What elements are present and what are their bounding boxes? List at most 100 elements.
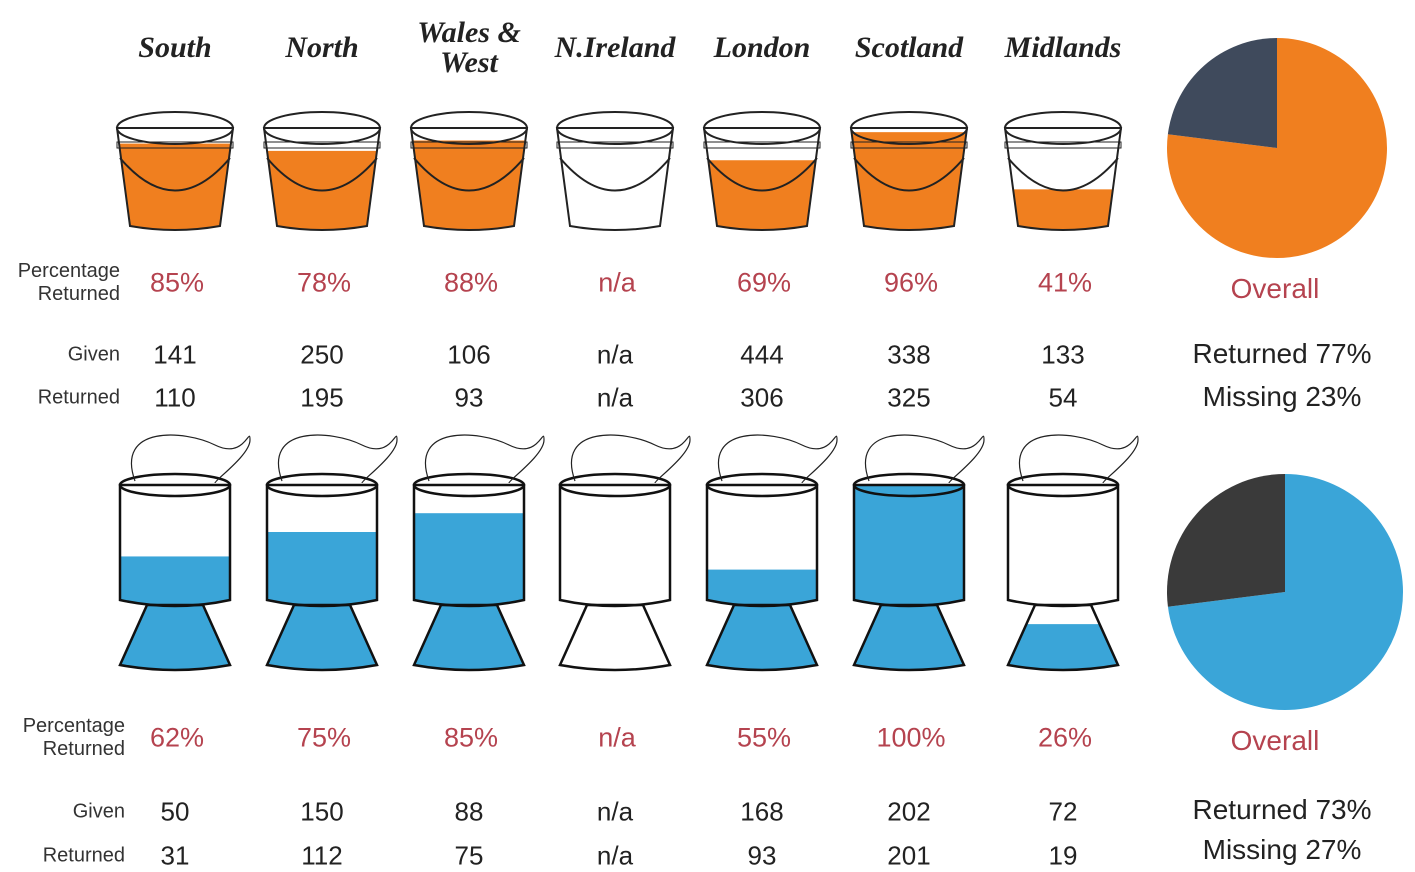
given-value: 250 xyxy=(300,339,344,370)
region-name: North xyxy=(285,31,359,64)
series-value: 77% xyxy=(1315,338,1372,369)
percent-label: n/a xyxy=(598,267,636,298)
tin-fill xyxy=(1008,624,1118,670)
tin-base xyxy=(265,603,379,672)
returned-value: 54 xyxy=(1048,382,1078,413)
tin-base xyxy=(1006,603,1120,672)
bucket-outline xyxy=(1003,127,1123,231)
tin-fill xyxy=(414,513,524,670)
row-label: Given xyxy=(67,343,120,366)
returned-value: 195 xyxy=(300,382,344,413)
tin-base xyxy=(558,603,672,672)
bucket-outline xyxy=(115,127,235,231)
bucket-outline xyxy=(409,127,529,231)
returned-value: 201 xyxy=(887,840,931,871)
percent-label: 62% xyxy=(149,722,205,753)
percent-label: 75% xyxy=(296,722,352,753)
given-value: 72 xyxy=(1048,796,1078,827)
percent-label: 26% xyxy=(1037,722,1093,753)
series-value: 73% xyxy=(1315,794,1372,825)
bucket-outline xyxy=(555,127,675,231)
overall-line: Missing 23% xyxy=(1203,381,1362,413)
row-label: Given xyxy=(72,800,125,823)
row-label: Returned xyxy=(42,844,125,867)
returned-value: n/a xyxy=(596,382,634,413)
tin-string xyxy=(131,434,251,484)
bucket-band xyxy=(1004,141,1122,149)
series-name: Returned xyxy=(1192,338,1308,369)
tin-fill xyxy=(854,485,964,670)
bucket-handle xyxy=(559,157,671,192)
bucket-band xyxy=(703,141,821,149)
percent-label: 85% xyxy=(149,267,205,298)
bucket-handle xyxy=(706,157,818,192)
pie-slice xyxy=(1167,474,1403,710)
row-label: Percentage Returned xyxy=(17,260,120,305)
returned-value: 31 xyxy=(160,840,190,871)
bucket-band xyxy=(850,141,968,149)
series-name: Missing xyxy=(1202,381,1298,412)
bucket-band xyxy=(410,141,528,149)
pie-slice xyxy=(1167,38,1277,148)
bucket-fill xyxy=(411,140,527,230)
overall-title: Overall xyxy=(1230,725,1320,756)
tin-string xyxy=(1019,434,1139,484)
tin-top xyxy=(118,472,232,498)
tin-base xyxy=(852,603,966,672)
given-value: 444 xyxy=(740,339,784,370)
bucket-band xyxy=(263,141,381,149)
tin-top xyxy=(1006,472,1120,498)
given-value: 338 xyxy=(887,339,931,370)
bucket-band xyxy=(116,141,234,149)
returned-value: 110 xyxy=(154,382,196,413)
region-name: Midlands xyxy=(1004,31,1122,64)
tin-top xyxy=(265,472,379,498)
region-name: N.Ireland xyxy=(554,31,676,64)
bucket-rim xyxy=(263,111,381,145)
bucket-fill xyxy=(117,143,233,230)
bucket-outline xyxy=(849,127,969,231)
tin-top xyxy=(705,472,819,498)
bucket-handle xyxy=(1007,157,1119,192)
given-value: n/a xyxy=(596,339,634,370)
bucket-band xyxy=(556,141,674,149)
bucket-rim xyxy=(116,111,234,145)
bucket-handle xyxy=(266,157,378,192)
percent-label: n/a xyxy=(598,722,636,753)
bucket-handle xyxy=(413,157,525,192)
percent-label: 88% xyxy=(443,267,499,298)
percent-label: 69% xyxy=(736,267,792,298)
series-name: Missing xyxy=(1202,834,1298,865)
returned-value: 93 xyxy=(747,840,777,871)
bucket-fill xyxy=(704,160,820,230)
returned-value: n/a xyxy=(596,840,634,871)
overall-line: Missing 27% xyxy=(1203,834,1362,866)
given-value: 168 xyxy=(740,796,784,827)
tin-base xyxy=(118,603,232,672)
region-name: Wales & West xyxy=(417,16,521,79)
tin-fill xyxy=(120,556,230,670)
given-value: n/a xyxy=(596,796,634,827)
bucket-rim xyxy=(410,111,528,145)
bucket-fill xyxy=(1005,189,1121,230)
bucket-rim xyxy=(850,111,968,145)
bucket-outline xyxy=(702,127,822,231)
bucket-fill xyxy=(264,150,380,230)
percent-label: 41% xyxy=(1037,267,1093,298)
pie-slice xyxy=(1166,474,1285,607)
returned-value: 19 xyxy=(1048,840,1078,871)
row-label: Returned xyxy=(37,386,120,409)
overall-line: Returned 77% xyxy=(1192,338,1371,370)
overall-title: Overall xyxy=(1230,273,1320,304)
given-value: 106 xyxy=(447,339,491,370)
percent-label: 100% xyxy=(876,722,946,753)
tin-base xyxy=(705,603,819,672)
series-name: Returned xyxy=(1192,794,1308,825)
returned-value: 75 xyxy=(454,840,484,871)
region-name: South xyxy=(138,31,212,64)
tin-string xyxy=(425,434,545,484)
returned-value: 325 xyxy=(887,382,931,413)
percent-label: 78% xyxy=(296,267,352,298)
percent-label: 85% xyxy=(443,722,499,753)
